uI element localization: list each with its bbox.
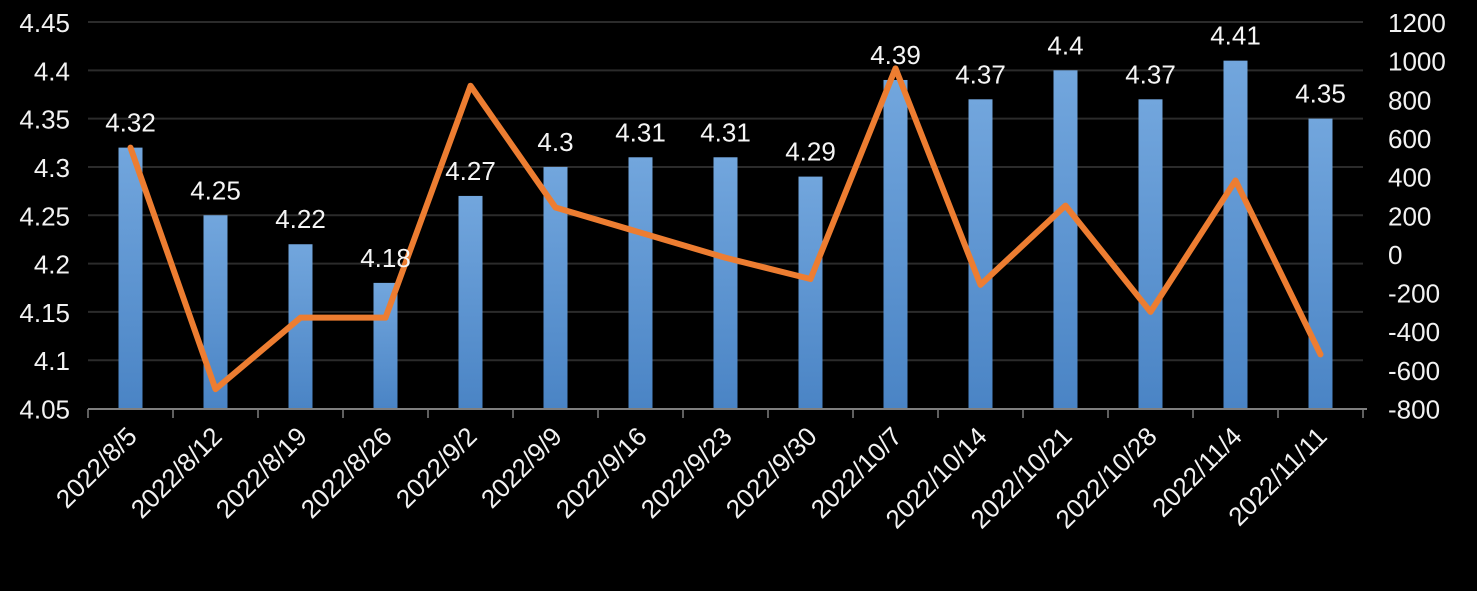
bar-value-label: 4.37 xyxy=(955,59,1006,89)
bar xyxy=(458,195,483,409)
x-axis-ticks xyxy=(87,409,1364,418)
x-axis-category-label: 2022/9/16 xyxy=(550,421,653,524)
bar-value-label: 4.22 xyxy=(275,204,326,234)
bar-value-label: 4.27 xyxy=(445,156,496,186)
left-axis-tick-label: 4.35 xyxy=(19,105,70,135)
right-axis-tick-label: -200 xyxy=(1388,279,1440,309)
bar xyxy=(883,79,908,409)
right-axis-tick-label: 600 xyxy=(1388,124,1431,154)
bar-value-label: 4.41 xyxy=(1210,21,1261,51)
bar xyxy=(118,147,143,409)
left-axis-tick-label: 4.15 xyxy=(19,298,70,328)
bar-value-label: 4.29 xyxy=(785,137,836,167)
x-axis-category-label: 2022/8/12 xyxy=(125,421,228,524)
bar-value-label: 4.31 xyxy=(615,117,666,147)
left-axis-tick-label: 4.1 xyxy=(34,346,70,376)
left-axis-tick-label: 4.3 xyxy=(34,153,70,183)
bar xyxy=(713,157,738,409)
right-axis-tick-label: 400 xyxy=(1388,163,1431,193)
line-series xyxy=(127,65,1324,393)
bar-value-label: 4.3 xyxy=(537,127,573,157)
bar-value-label: 4.32 xyxy=(105,108,156,138)
right-axis-tick-label: 0 xyxy=(1388,240,1402,270)
x-axis-category-label: 2022/9/2 xyxy=(390,421,483,514)
bar-series xyxy=(118,60,1333,409)
right-axis-tick-label: -800 xyxy=(1388,395,1440,425)
right-axis-tick-label: 800 xyxy=(1388,85,1431,115)
bar-data-labels: 4.32 4.25 4.22 4.18 4.27 4.3 4.31 4.31 4.29 4.39 4… xyxy=(105,21,1346,273)
right-axis-tick-label: 1200 xyxy=(1388,8,1446,38)
bar-value-label: 4.31 xyxy=(700,117,751,147)
bar xyxy=(203,215,228,409)
right-axis-tick-label: 200 xyxy=(1388,201,1431,231)
right-axis-tick-label: -400 xyxy=(1388,317,1440,347)
x-axis-category-labels: 2022/8/52022/8/122022/8/192022/8/262022/… xyxy=(50,421,1333,534)
x-axis-category-label: 2022/9/30 xyxy=(720,421,823,524)
left-axis-tick-label: 4.45 xyxy=(19,8,70,38)
bar-value-label: 4.4 xyxy=(1047,30,1083,60)
bar xyxy=(798,176,823,409)
x-axis-category-label: 2022/8/19 xyxy=(210,421,313,524)
bar-value-label: 4.18 xyxy=(360,243,411,273)
right-axis-tick-label: 1000 xyxy=(1388,47,1446,77)
left-axis-labels: 4.05 4.1 4.15 4.2 4.25 4.3 4.35 4.4 4.45 xyxy=(19,8,70,425)
bar-value-label: 4.25 xyxy=(190,175,241,205)
left-axis-tick-label: 4.4 xyxy=(34,56,70,86)
bar xyxy=(1308,118,1333,409)
bar xyxy=(968,99,993,409)
right-axis-tick-label: -600 xyxy=(1388,356,1440,386)
bar-value-label: 4.37 xyxy=(1125,59,1176,89)
left-axis-tick-label: 4.25 xyxy=(19,201,70,231)
left-axis-tick-label: 4.2 xyxy=(34,250,70,280)
bar xyxy=(1053,70,1078,409)
left-axis-tick-label: 4.05 xyxy=(19,395,70,425)
bar xyxy=(1138,99,1163,409)
bar-value-label: 4.39 xyxy=(870,40,921,70)
bar xyxy=(628,157,653,409)
right-axis-labels: -800 -600 -400 -200 0 200 400 600 800 1000 1200 xyxy=(1388,8,1446,425)
x-axis-category-label: 2022/9/23 xyxy=(635,421,738,524)
bar-value-label: 4.35 xyxy=(1295,79,1346,109)
bar xyxy=(1223,60,1248,409)
x-axis-category-label: 2022/8/26 xyxy=(295,421,398,524)
